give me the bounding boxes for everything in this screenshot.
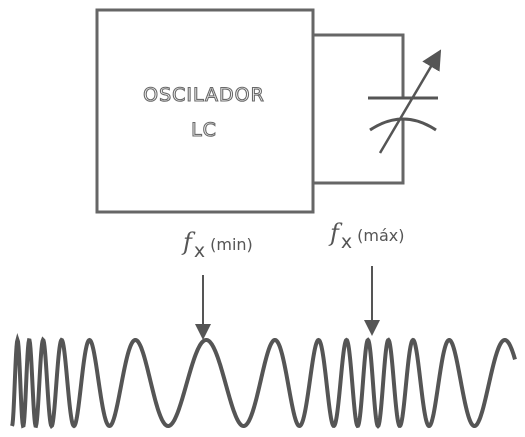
oscillator-label-line1: OSCILADOR: [143, 84, 265, 106]
freq-min-label: f x (min): [181, 228, 253, 262]
swept-waveform: [10, 332, 517, 430]
freq-max-label: f x (máx): [328, 219, 404, 253]
wire-bottom: [313, 118, 405, 185]
wire-top: [313, 33, 405, 98]
variable-capacitor-icon: [368, 49, 442, 154]
oscillator-box: [95, 8, 315, 214]
oscillator-label-line2: LC: [191, 119, 217, 141]
